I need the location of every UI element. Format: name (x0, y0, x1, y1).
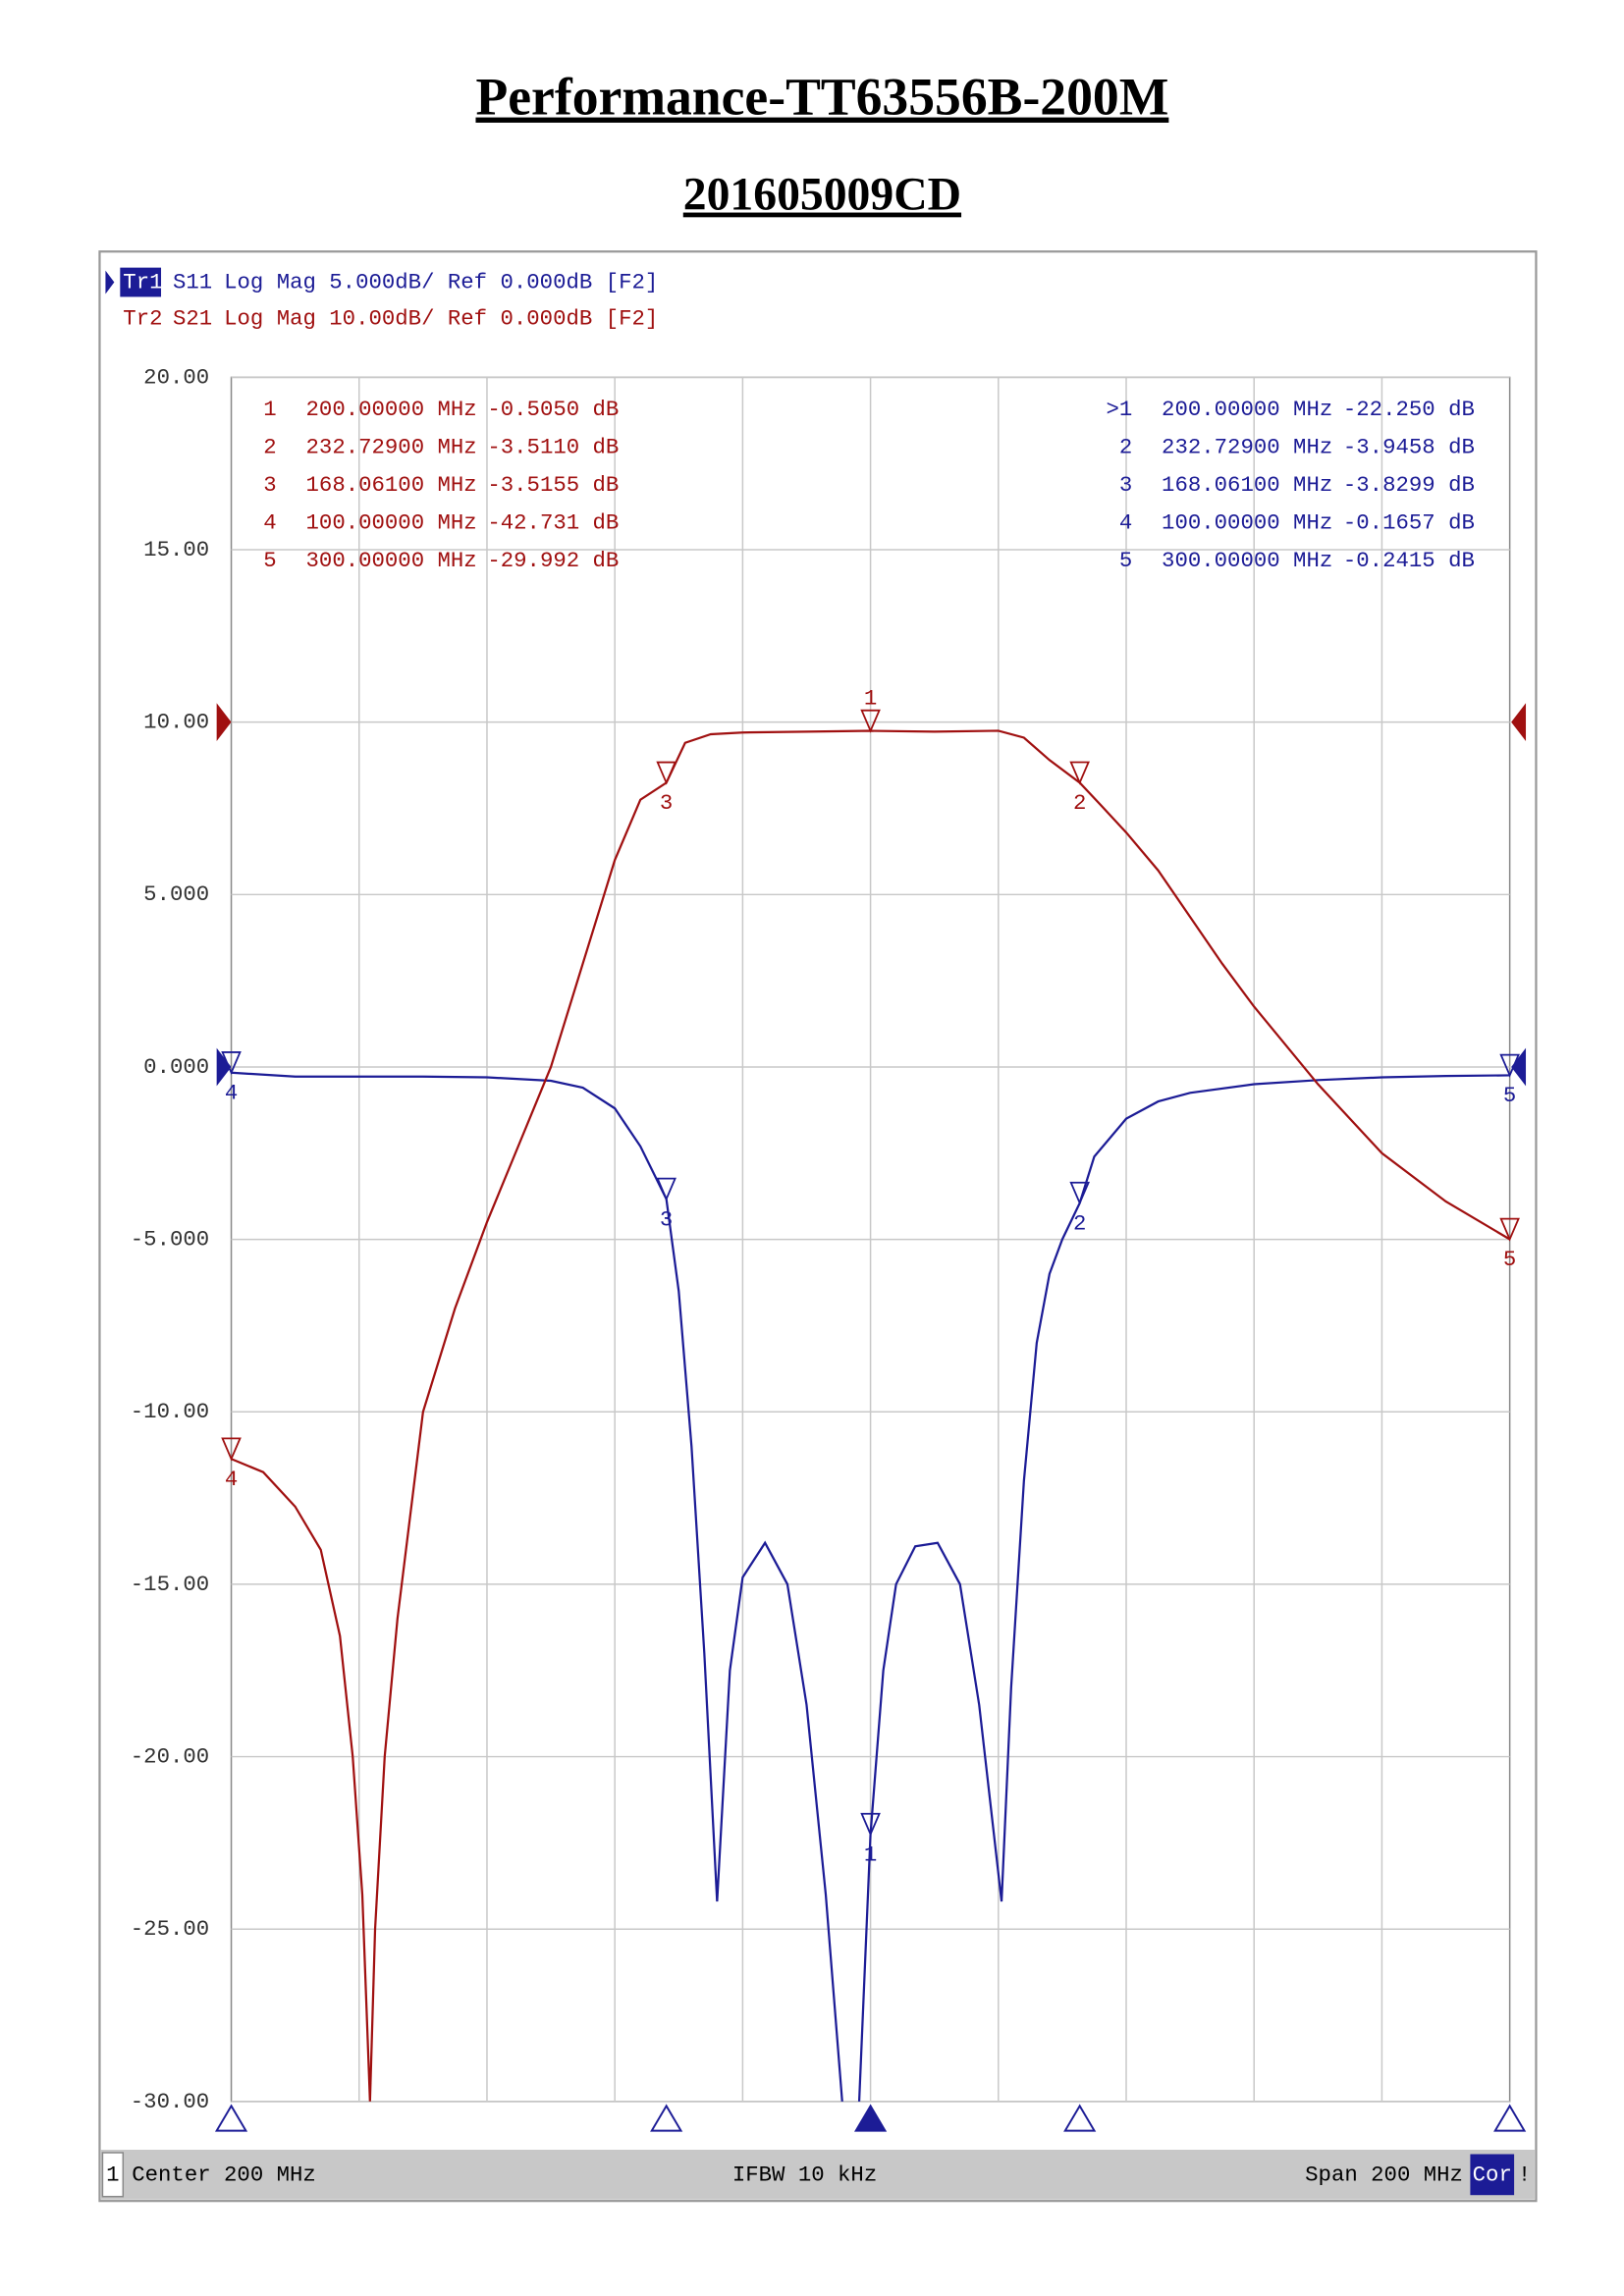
trace-marker-label: 2 (1073, 1210, 1086, 1236)
marker-table-id: 4 (1119, 509, 1132, 535)
marker-table-id: 3 (1119, 472, 1132, 498)
axis-marker (1063, 2104, 1097, 2132)
trace-marker (656, 1177, 677, 1201)
y-tick-label: -20.00 (131, 1743, 209, 1769)
trace-marker (1069, 761, 1090, 785)
marker-table-freq: 168.06100 MHz (306, 472, 477, 498)
active-trace-pointer (105, 270, 115, 294)
marker-table-value: -3.9458 dB (1343, 434, 1475, 459)
status-bar (100, 2150, 1535, 2200)
marker-table-value: -22.250 dB (1343, 397, 1475, 422)
trace-marker-label: 5 (1503, 1247, 1516, 1272)
trace-param: S21 (173, 306, 212, 332)
y-tick-label: 10.00 (143, 710, 209, 735)
footer-span: Span 200 MHz (1305, 2162, 1463, 2187)
trace-marker (860, 709, 881, 733)
trace-marker-label: 5 (1503, 1083, 1516, 1108)
trace-marker (656, 761, 677, 785)
trace-format: Log Mag 10.00dB/ Ref 0.000dB [F2] (224, 306, 658, 332)
trace-marker-label: 4 (225, 1081, 238, 1106)
marker-table-value: -3.5155 dB (487, 472, 619, 498)
trace-marker (860, 1812, 881, 1837)
marker-table-freq: 200.00000 MHz (1162, 397, 1332, 422)
y-tick-label: -15.00 (131, 1572, 209, 1597)
marker-table-freq: 300.00000 MHz (1162, 548, 1332, 573)
marker-table-id: 4 (263, 509, 276, 535)
footer-ifbw: IFBW 10 kHz (732, 2162, 877, 2187)
trace-param: S11 (173, 269, 212, 294)
trace-marker (1499, 1053, 1520, 1078)
trace-marker-label: 1 (864, 1842, 877, 1867)
trace-marker-label: 4 (225, 1467, 238, 1492)
footer-center: Center 200 MHz (132, 2162, 316, 2187)
axis-marker (854, 2104, 888, 2132)
footer-channel: 1 (106, 2162, 119, 2187)
trace-marker (221, 1437, 242, 1462)
marker-table-freq: 100.00000 MHz (1162, 509, 1332, 535)
trace-marker-label: 1 (864, 686, 877, 712)
y-tick-label: 15.00 (143, 537, 209, 562)
marker-table-value: -0.5050 dB (487, 397, 619, 422)
footer-status: ! (1518, 2162, 1531, 2187)
channel-box (101, 2152, 125, 2198)
trace-id: Tr1 (123, 269, 162, 294)
trace-marker-label: 3 (660, 1206, 673, 1232)
marker-table-freq: 100.00000 MHz (306, 509, 477, 535)
axis-marker (1493, 2104, 1527, 2132)
axis-marker (214, 2104, 248, 2132)
trace-marker-label: 3 (660, 790, 673, 816)
trace-format: Log Mag 5.000dB/ Ref 0.000dB [F2] (224, 269, 658, 294)
marker-table-freq: 300.00000 MHz (306, 548, 477, 573)
marker-table-value: -0.1657 dB (1343, 509, 1475, 535)
marker-table-value: -3.8299 dB (1343, 472, 1475, 498)
y-tick-label: 20.00 (143, 364, 209, 390)
trace-marker (1069, 1181, 1090, 1205)
marker-table-freq: 232.72900 MHz (1162, 434, 1332, 459)
marker-table-id: 3 (263, 472, 276, 498)
ref-marker-right (1511, 703, 1527, 742)
y-tick-label: 0.000 (143, 1054, 209, 1080)
ref-marker-left (216, 703, 232, 742)
marker-table-freq: 232.72900 MHz (306, 434, 477, 459)
marker-table-value: -3.5110 dB (487, 434, 619, 459)
marker-table-value: -42.731 dB (487, 509, 619, 535)
marker-table-id: 5 (1119, 548, 1132, 573)
ref-marker-right (1511, 1047, 1527, 1087)
axis-marker (650, 2104, 683, 2132)
marker-table-id: 1 (263, 397, 276, 422)
trace-marker (1499, 1217, 1520, 1242)
trace-marker-label: 2 (1073, 790, 1086, 816)
marker-table-value: -0.2415 dB (1343, 548, 1475, 573)
cor-box (1470, 2154, 1515, 2196)
title: Performance-TT63556B-200M (475, 68, 1168, 127)
y-tick-label: -10.00 (131, 1399, 209, 1424)
trace-marker (221, 1051, 242, 1076)
subtitle: 201605009CD (683, 170, 961, 221)
marker-table-id: 5 (263, 548, 276, 573)
y-tick-label: 5.000 (143, 881, 209, 907)
chart: 20.00 15.00 10.00 5.000 0.000 -5.000 -10.00 -15… (101, 267, 1531, 2198)
ref-marker-left (216, 1047, 232, 1087)
y-tick-label: -30.00 (131, 2089, 209, 2114)
y-tick-label: -5.000 (131, 1227, 209, 1253)
trace-id: Tr2 (123, 306, 162, 332)
trace-highlight (120, 267, 162, 297)
marker-table-value: -29.992 dB (487, 548, 619, 573)
marker-table-id: 2 (1119, 434, 1132, 459)
y-tick-label: -25.00 (131, 1916, 209, 1942)
marker-table-id: 2 (263, 434, 276, 459)
marker-table-id: >1 (1106, 397, 1132, 422)
marker-table-freq: 200.00000 MHz (306, 397, 477, 422)
footer-cor: Cor (1473, 2162, 1512, 2187)
marker-table-freq: 168.06100 MHz (1162, 472, 1332, 498)
